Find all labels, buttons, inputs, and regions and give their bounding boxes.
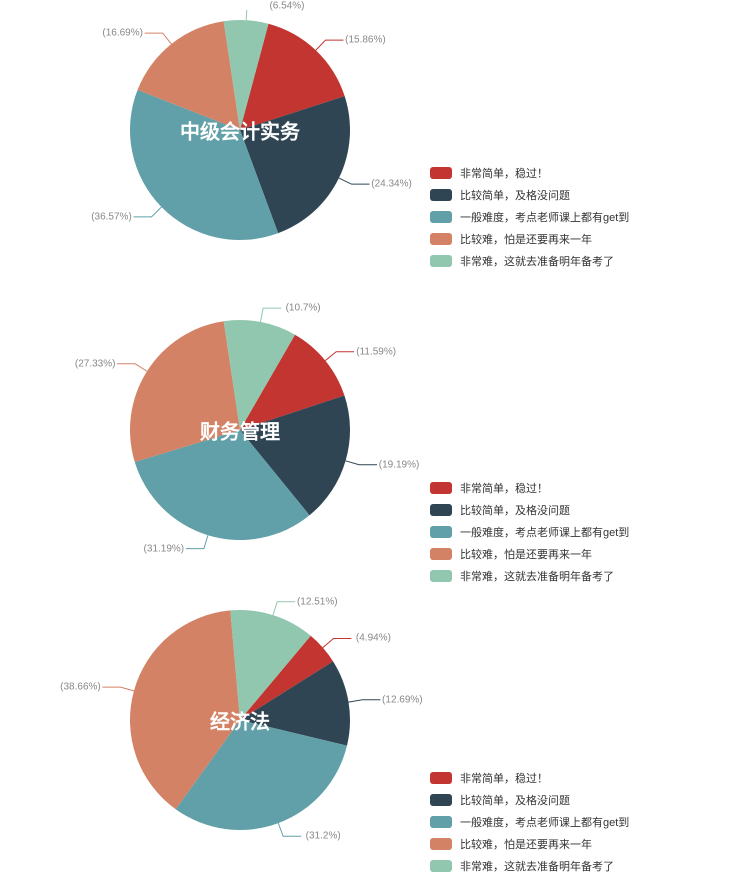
legend-swatch bbox=[430, 211, 452, 223]
legend-label: 一般难度，考点老师课上都有get到 bbox=[460, 524, 629, 540]
legend-label: 比较简单，及格没问题 bbox=[460, 502, 570, 518]
slice-label: (31.2%) bbox=[306, 831, 341, 842]
leader-line bbox=[323, 638, 352, 647]
legend-item: 非常简单，稳过！ bbox=[430, 770, 629, 786]
leader-line bbox=[246, 10, 265, 20]
chart-block: 财务管理 (11.59%) (19.19%) (31.19%) (27.33%) (10.… bbox=[0, 300, 734, 585]
chart-title: 经济法 bbox=[210, 706, 270, 735]
legend: 非常简单，稳过！ 比较简单，及格没问题一般难度，考点老师课上都有get到比较难，怕… bbox=[430, 770, 629, 880]
legend-label: 非常难，这就去准备明年备考了 bbox=[460, 253, 614, 269]
legend-swatch bbox=[430, 255, 452, 267]
leader-line bbox=[349, 700, 381, 702]
leader-line bbox=[260, 308, 281, 322]
slice-label: (31.19%) bbox=[144, 543, 185, 554]
legend-item: 非常简单，稳过！ bbox=[430, 480, 629, 496]
slice-label: (16.69%) bbox=[102, 28, 143, 39]
slice-label: (10.7%) bbox=[286, 303, 321, 314]
chart-title: 财务管理 bbox=[200, 416, 280, 445]
leader-line bbox=[316, 40, 344, 50]
chart-title: 中级会计实务 bbox=[180, 116, 300, 145]
leader-line bbox=[186, 535, 208, 548]
legend-swatch bbox=[430, 189, 452, 201]
leader-line bbox=[325, 352, 354, 361]
legend-item: 非常难，这就去准备明年备考了 bbox=[430, 858, 629, 874]
slice-label: (27.33%) bbox=[75, 358, 116, 369]
legend-item: 非常难，这就去准备明年备考了 bbox=[430, 253, 629, 269]
slice-label: (12.69%) bbox=[382, 694, 423, 705]
leader-line bbox=[339, 178, 370, 184]
legend-swatch bbox=[430, 794, 452, 806]
legend-swatch bbox=[430, 482, 452, 494]
slice-label: (24.34%) bbox=[371, 179, 412, 190]
legend-item: 比较简单，及格没问题 bbox=[430, 792, 629, 808]
legend-label: 非常简单，稳过！ bbox=[460, 770, 548, 786]
legend-swatch bbox=[430, 570, 452, 582]
legend-item: 比较难，怕是还要再来一年 bbox=[430, 231, 629, 247]
legend-label: 一般难度，考点老师课上都有get到 bbox=[460, 814, 629, 830]
legend-item: 非常难，这就去准备明年备考了 bbox=[430, 568, 629, 584]
legend-swatch bbox=[430, 772, 452, 784]
legend-swatch bbox=[430, 167, 452, 179]
slice-label: (11.59%) bbox=[356, 346, 396, 357]
legend-label: 比较难，怕是还要再来一年 bbox=[460, 546, 592, 562]
legend-item: 比较简单，及格没问题 bbox=[430, 187, 629, 203]
leader-line bbox=[133, 207, 161, 217]
chart-block: 经济法 (4.94%) (12.69%) (31.2%) (38.66%) (12.51%… bbox=[0, 590, 734, 875]
legend-swatch bbox=[430, 526, 452, 538]
slice-label: (36.57%) bbox=[91, 211, 132, 222]
legend-label: 一般难度，考点老师课上都有get到 bbox=[460, 209, 629, 225]
pie-chart bbox=[0, 10, 480, 280]
legend-label: 比较简单，及格没问题 bbox=[460, 187, 570, 203]
slice-label: (12.51%) bbox=[297, 596, 338, 607]
slice-label: (4.94%) bbox=[356, 633, 391, 644]
legend-label: 比较难，怕是还要再来一年 bbox=[460, 231, 592, 247]
leader-line bbox=[102, 687, 133, 691]
legend-item: 非常简单，稳过！ bbox=[430, 165, 629, 181]
legend-label: 非常难，这就去准备明年备考了 bbox=[460, 858, 614, 874]
legend-label: 非常简单，稳过！ bbox=[460, 165, 548, 181]
slice-label: (19.19%) bbox=[379, 459, 420, 470]
legend-label: 非常难，这就去准备明年备考了 bbox=[460, 568, 614, 584]
leader-line bbox=[278, 823, 301, 836]
slice-label: (15.86%) bbox=[345, 35, 386, 46]
legend-swatch bbox=[430, 838, 452, 850]
leader-line bbox=[117, 364, 147, 371]
legend-swatch bbox=[430, 548, 452, 560]
legend-item: 比较简单，及格没问题 bbox=[430, 502, 629, 518]
legend-label: 比较简单，及格没问题 bbox=[460, 792, 570, 808]
legend-label: 比较难，怕是还要再来一年 bbox=[460, 836, 592, 852]
pie-wrap bbox=[0, 10, 480, 280]
legend: 非常简单，稳过！ 比较简单，及格没问题一般难度，考点老师课上都有get到比较难，怕… bbox=[430, 165, 629, 275]
legend-item: 一般难度，考点老师课上都有get到 bbox=[430, 209, 629, 225]
leader-line bbox=[273, 602, 295, 615]
legend: 非常简单，稳过！ 比较简单，及格没问题一般难度，考点老师课上都有get到比较难，怕… bbox=[430, 480, 629, 590]
legend-item: 比较难，怕是还要再来一年 bbox=[430, 546, 629, 562]
legend-swatch bbox=[430, 504, 452, 516]
legend-swatch bbox=[430, 860, 452, 872]
legend-item: 一般难度，考点老师课上都有get到 bbox=[430, 814, 629, 830]
legend-label: 非常简单，稳过！ bbox=[460, 480, 548, 496]
legend-swatch bbox=[430, 233, 452, 245]
chart-block: 中级会计实务(15.86%)(24.34%)(36.57%)(16.69%)(6… bbox=[0, 10, 734, 295]
legend-item: 比较难，怕是还要再来一年 bbox=[430, 836, 629, 852]
leader-line bbox=[145, 33, 172, 44]
leader-line bbox=[346, 461, 377, 465]
legend-item: 一般难度，考点老师课上都有get到 bbox=[430, 524, 629, 540]
slice-label: (6.54%) bbox=[269, 1, 304, 12]
slice-label: (38.66%) bbox=[60, 682, 101, 693]
legend-swatch bbox=[430, 816, 452, 828]
